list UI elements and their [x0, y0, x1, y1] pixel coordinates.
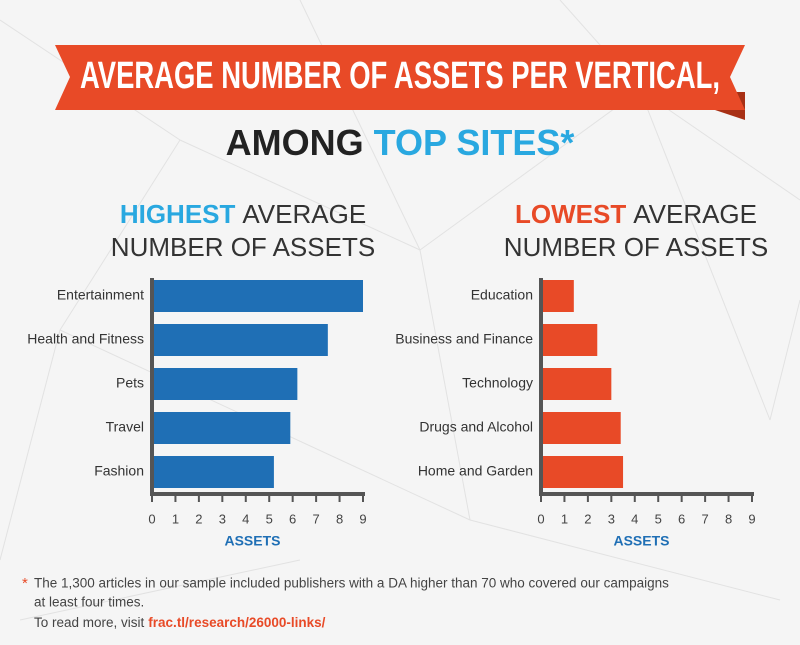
link[interactable]: frac.tl/research/26000-links/: [148, 615, 325, 630]
category-label: Home and Garden: [418, 463, 533, 479]
chart-title: HIGHEST AVERAGE: [120, 199, 366, 229]
title-line2: AMONG TOP SITES*: [226, 122, 575, 163]
chart-title-part: AVERAGE: [242, 199, 366, 229]
footnote-marker: *: [22, 575, 28, 592]
x-tick-label: 5: [266, 511, 273, 526]
category-label: Business and Finance: [395, 331, 533, 347]
category-label: Technology: [462, 375, 533, 391]
title-highlight: TOP SITES*: [374, 122, 575, 163]
chart-title: NUMBER OF ASSETS: [504, 232, 768, 262]
bar: [152, 412, 291, 444]
category-label: Fashion: [94, 463, 144, 479]
x-tick-label: 5: [655, 511, 662, 526]
read-more: To read more, visit: [34, 615, 145, 630]
chart-title: NUMBER OF ASSETS: [111, 232, 375, 262]
category-label: Health and Fitness: [27, 331, 144, 347]
x-tick-label: 6: [678, 511, 685, 526]
x-tick-label: 6: [289, 511, 296, 526]
chart-title: LOWEST AVERAGE: [515, 199, 757, 229]
bar: [541, 324, 598, 356]
bar: [541, 412, 621, 444]
x-tick-label: 3: [219, 511, 226, 526]
chart-title-highlight: HIGHEST: [120, 199, 236, 229]
title-banner: [55, 45, 745, 120]
x-tick-label: 1: [172, 511, 179, 526]
bar: [152, 280, 363, 312]
x-tick-label: 0: [148, 511, 155, 526]
x-tick-label: 4: [631, 511, 638, 526]
x-tick-label: 3: [608, 511, 615, 526]
title-part: AMONG: [226, 122, 364, 163]
x-tick-label: 7: [701, 511, 708, 526]
footnote-text: at least four times.: [34, 595, 144, 610]
x-tick-label: 2: [584, 511, 591, 526]
x-tick-label: 2: [195, 511, 202, 526]
footnote-text: The 1,300 articles in our sample include…: [34, 576, 669, 591]
x-tick-label: 9: [359, 511, 366, 526]
x-axis-label: ASSETS: [613, 533, 669, 549]
bar: [152, 368, 298, 400]
category-label: Pets: [116, 375, 144, 391]
x-tick-label: 8: [336, 511, 343, 526]
category-label: Travel: [106, 419, 144, 435]
title-line1: AVERAGE NUMBER OF ASSETS PER VERTICAL,: [80, 55, 720, 97]
bar: [541, 368, 612, 400]
x-tick-label: 1: [561, 511, 568, 526]
bar: [152, 324, 328, 356]
chart-title-highlight: LOWEST: [515, 199, 626, 229]
x-tick-label: 9: [748, 511, 755, 526]
category-label: Education: [471, 287, 533, 303]
bar: [541, 280, 574, 312]
network-decoration: [0, 0, 800, 621]
footnote-text: To read more, visit frac.tl/research/2600…: [34, 615, 326, 630]
category-label: Drugs and Alcohol: [419, 419, 533, 435]
x-axis-label: ASSETS: [224, 533, 280, 549]
bar: [541, 456, 624, 488]
x-tick-label: 4: [242, 511, 249, 526]
bar: [152, 456, 274, 488]
x-tick-label: 8: [725, 511, 732, 526]
category-label: Entertainment: [57, 287, 144, 303]
x-tick-label: 7: [312, 511, 319, 526]
x-tick-label: 0: [537, 511, 544, 526]
chart-title-part: AVERAGE: [633, 199, 757, 229]
